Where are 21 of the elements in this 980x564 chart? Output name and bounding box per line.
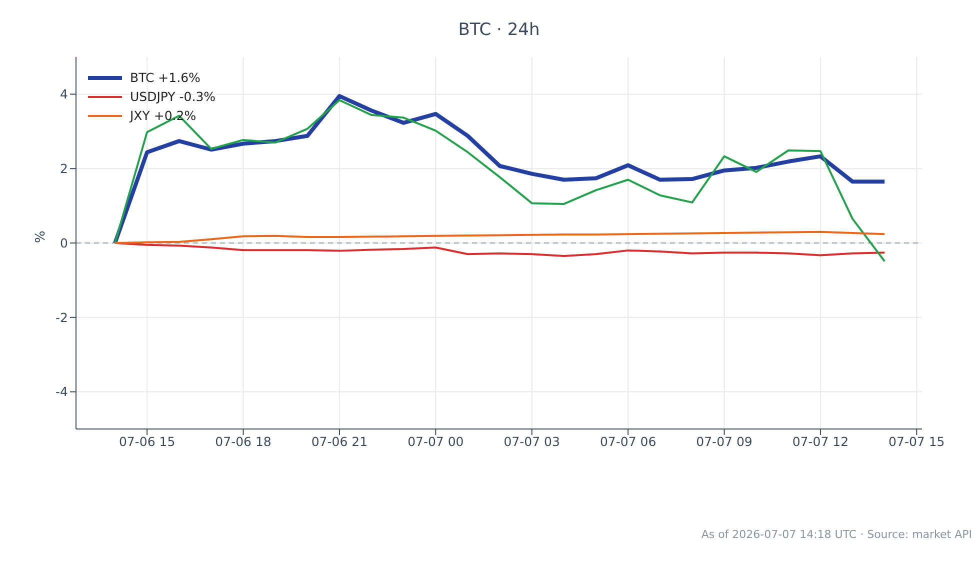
legend-label: USDJPY -0.3% — [130, 89, 216, 104]
y-tick-label: 2 — [60, 161, 68, 176]
line-series — [114, 230, 886, 244]
legend-label: BTC +1.6% — [130, 70, 200, 85]
y-axis-title: % — [34, 230, 49, 243]
y-tick-label: -4 — [56, 384, 68, 400]
legend-label: JXY +0.2% — [130, 108, 196, 123]
x-tick-label: 07-07 15 — [888, 434, 945, 449]
chart-title: BTC · 24h — [457, 20, 541, 40]
x-tick-label: 07-07 09 — [696, 434, 752, 449]
x-tick-label: 07-07 06 — [600, 434, 656, 449]
text: As of 2026-07-07 14:18 UTC · Source: market API — [701, 528, 972, 541]
y-tick-label: 0 — [60, 235, 68, 250]
x-tick-label: 07-07 03 — [504, 434, 560, 449]
x-tick-label: 07-07 00 — [408, 434, 464, 449]
y-tick-label: -2 — [56, 310, 68, 325]
x-tick-label: 07-06 15 — [118, 434, 176, 449]
x-tick-label: 07-06 18 — [215, 434, 272, 449]
y-tick-label: 4 — [60, 86, 68, 102]
x-tick-label: 07-07 12 — [792, 434, 849, 449]
x-tick-label: 07-06 21 — [311, 434, 368, 449]
